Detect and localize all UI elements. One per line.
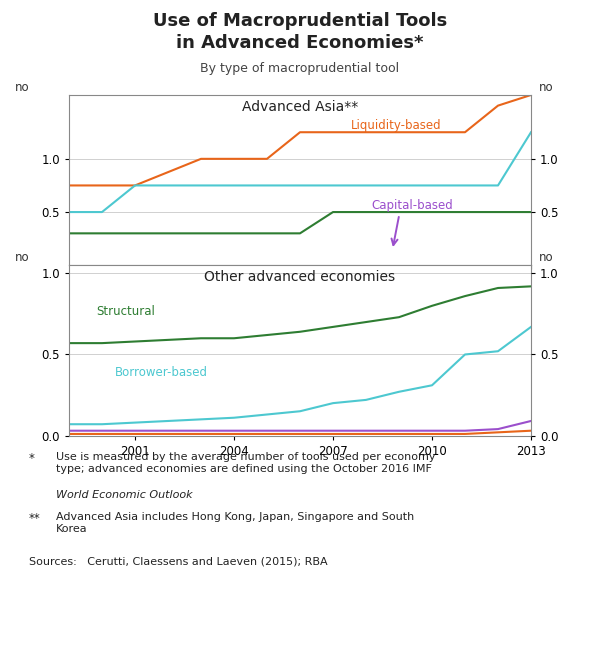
Text: *: * xyxy=(29,452,35,465)
Text: in Advanced Economies*: in Advanced Economies* xyxy=(176,34,424,52)
Text: Other advanced economies: Other advanced economies xyxy=(205,271,395,284)
Text: Borrower-based: Borrower-based xyxy=(115,366,208,379)
Text: Advanced Asia**: Advanced Asia** xyxy=(242,100,358,114)
Text: no: no xyxy=(539,252,554,265)
Text: no: no xyxy=(14,81,29,94)
Text: **: ** xyxy=(29,512,41,525)
Text: Use of Macroprudential Tools: Use of Macroprudential Tools xyxy=(153,12,447,29)
Text: Sources:   Cerutti, Claessens and Laeven (2015); RBA: Sources: Cerutti, Claessens and Laeven (… xyxy=(29,557,328,567)
Text: no: no xyxy=(539,81,554,94)
Text: Capital-based: Capital-based xyxy=(371,199,454,212)
Text: Liquidity-based: Liquidity-based xyxy=(351,119,442,132)
Text: By type of macroprudential tool: By type of macroprudential tool xyxy=(200,62,400,75)
Text: Advanced Asia includes Hong Kong, Japan, Singapore and South
Korea: Advanced Asia includes Hong Kong, Japan,… xyxy=(56,512,414,534)
Text: Use is measured by the average number of tools used per economy
type; advanced e: Use is measured by the average number of… xyxy=(56,452,436,474)
Text: World Economic Outlook: World Economic Outlook xyxy=(56,490,193,500)
Text: no: no xyxy=(14,252,29,265)
Text: Structural: Structural xyxy=(97,305,155,318)
